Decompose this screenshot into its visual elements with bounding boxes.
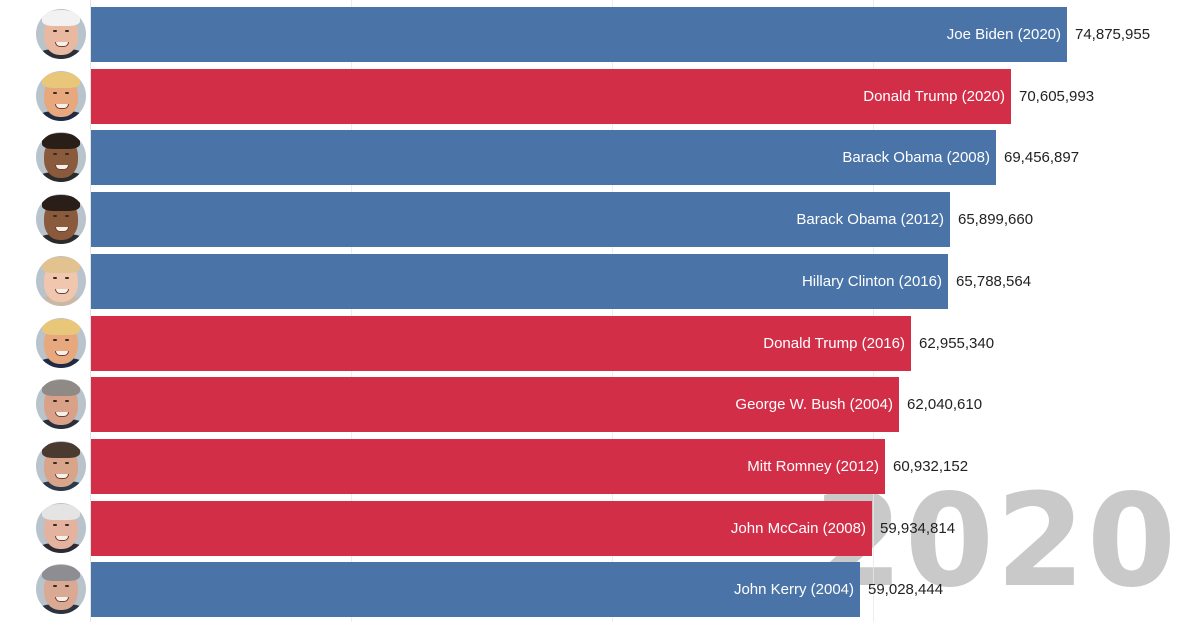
bar-barack-obama-2008: Barack Obama (2008) — [91, 130, 996, 186]
bar-label: Hillary Clinton (2016) — [801, 272, 942, 290]
bar-row: George W. Bush (2004) 62,040,610 — [0, 377, 1200, 433]
candidate-avatar-barack-obama — [36, 194, 86, 245]
bar-row: Barack Obama (2012) 65,899,660 — [0, 192, 1200, 248]
bar-value: 59,934,814 — [880, 519, 956, 537]
candidate-avatar-donald-trump — [36, 70, 86, 121]
candidate-avatar-donald-trump — [36, 317, 86, 368]
bar-value: 59,028,444 — [868, 581, 944, 599]
year-label: 2020 — [813, 467, 1178, 616]
gridline-40m — [612, 0, 613, 622]
y-axis-line — [90, 0, 91, 622]
bar-label: John Kerry (2004) — [733, 581, 854, 599]
bar-row: Donald Trump (2020) 70,605,993 — [0, 68, 1200, 124]
candidate-avatar-john-kerry — [36, 564, 86, 615]
candidate-avatar-george-w-bush — [36, 379, 86, 430]
gridline-60m — [873, 0, 874, 622]
bar-row: John McCain (2008) 59,934,814 — [0, 500, 1200, 556]
bar-mitt-romney-2012: Mitt Romney (2012) — [91, 438, 885, 494]
bar-donald-trump-2016: Donald Trump (2016) — [91, 315, 911, 371]
bar-value: 65,788,564 — [956, 272, 1032, 290]
bar-joe-biden-2020: Joe Biden (2020) — [91, 7, 1067, 62]
bar-john-kerry-2004: John Kerry (2004) — [91, 562, 860, 618]
bar-value: 65,899,660 — [958, 211, 1034, 229]
gridline-20m — [351, 0, 352, 622]
candidate-avatar-mitt-romney — [36, 440, 86, 491]
bar-label: Donald Trump (2020) — [863, 87, 1005, 105]
bar-donald-trump-2020: Donald Trump (2020) — [91, 68, 1011, 124]
bar-label: Joe Biden (2020) — [946, 26, 1061, 43]
bar-label: George W. Bush (2004) — [735, 396, 893, 414]
bar-label: Donald Trump (2016) — [763, 334, 905, 352]
bar-label: John McCain (2008) — [730, 519, 866, 537]
bar-value: 62,040,610 — [907, 396, 983, 414]
candidate-avatar-barack-obama — [36, 132, 86, 183]
bar-row: Barack Obama (2008) 69,456,897 — [0, 130, 1200, 186]
bar-hillary-clinton-2016: Hillary Clinton (2016) — [91, 253, 948, 309]
candidate-avatar-hillary-clinton — [36, 255, 86, 306]
bar-value: 70,605,993 — [1019, 87, 1095, 105]
bar-george-w-bush-2004: George W. Bush (2004) — [91, 377, 899, 433]
bar-row: Joe Biden (2020) 74,875,955 — [0, 7, 1200, 62]
bar-row: Hillary Clinton (2016) 65,788,564 — [0, 253, 1200, 309]
bar-row: John Kerry (2004) 59,028,444 — [0, 562, 1200, 618]
bar-value: 74,875,955 — [1075, 26, 1151, 43]
bar-label: Mitt Romney (2012) — [747, 457, 879, 475]
bar-value: 60,932,152 — [893, 457, 969, 475]
candidate-avatar-john-mccain — [36, 502, 86, 553]
bar-value: 62,955,340 — [919, 334, 995, 352]
bar-value: 69,456,897 — [1004, 149, 1080, 167]
bar-label: Barack Obama (2008) — [842, 149, 990, 167]
bar-row: Mitt Romney (2012) 60,932,152 — [0, 438, 1200, 494]
bar-john-mccain-2008: John McCain (2008) — [91, 500, 872, 556]
bar-row: Donald Trump (2016) 62,955,340 — [0, 315, 1200, 371]
bar-barack-obama-2012: Barack Obama (2012) — [91, 192, 950, 248]
candidate-avatar-joe-biden — [36, 9, 86, 59]
bar-label: Barack Obama (2012) — [796, 211, 944, 229]
